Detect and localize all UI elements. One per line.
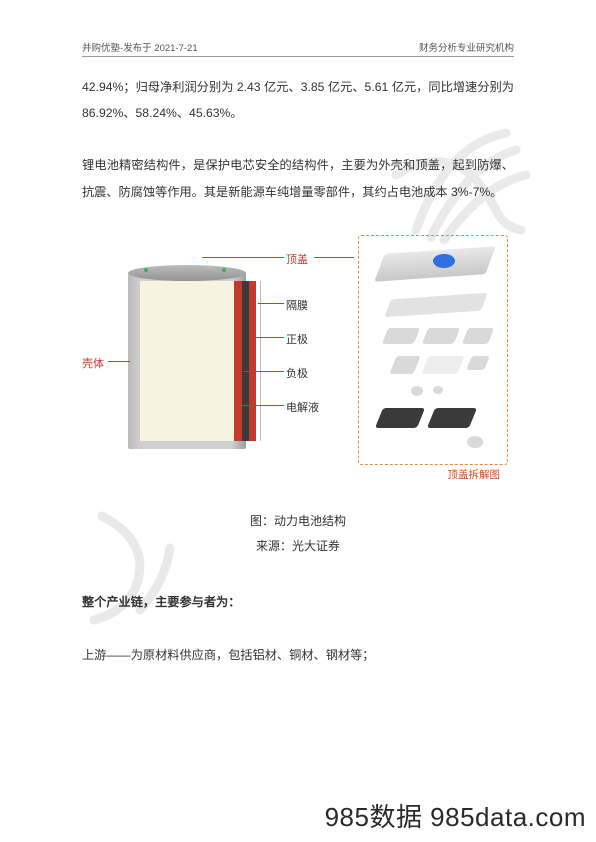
label-topcap: 顶盖 [286, 251, 308, 267]
content-area: 42.94%；归母净利润分别为 2.43 亿元、3.85 亿元、5.61 亿元，… [82, 74, 514, 694]
caption-line: 来源：光大证券 [82, 534, 514, 559]
header-left: 并购优塾-发布于 2021-7-21 [82, 40, 198, 54]
paragraph-heading: 整个产业链，主要参与者为： [82, 589, 514, 615]
header-right: 财务分析专业研究机构 [419, 40, 514, 54]
label-shell: 壳体 [82, 355, 104, 371]
paragraph: 42.94%；归母净利润分别为 2.43 亿元、3.85 亿元、5.61 亿元，… [82, 74, 514, 126]
paragraph: 上游——为原材料供应商，包括铝材、铜材、钢材等； [82, 642, 514, 668]
label-electrolyte: 电解液 [286, 399, 319, 415]
battery-structure-figure: 壳体 顶盖 隔膜 正极 负极 电解液 [82, 225, 514, 505]
page: { "header": { "left": "并购优塾-发布于 2021-7-2… [0, 0, 596, 842]
page-header: 并购优塾-发布于 2021-7-21 财务分析专业研究机构 [82, 40, 514, 54]
label-exploded-title: 顶盖拆解图 [448, 467, 501, 482]
label-anode: 负极 [286, 365, 308, 381]
header-rule [82, 56, 514, 57]
caption-line: 图：动力电池结构 [82, 509, 514, 534]
exploded-view [358, 235, 508, 465]
paragraph: 锂电池精密结构件，是保护电芯安全的结构件，主要为外壳和顶盖，起到防爆、抗震、防腐… [82, 152, 514, 204]
label-cathode: 正极 [286, 331, 308, 347]
battery-diagram [122, 265, 262, 455]
label-separator: 隔膜 [286, 297, 308, 313]
figure-caption: 图：动力电池结构 来源：光大证券 [82, 509, 514, 559]
footer-brand: 985数据 985data.com [325, 797, 586, 834]
